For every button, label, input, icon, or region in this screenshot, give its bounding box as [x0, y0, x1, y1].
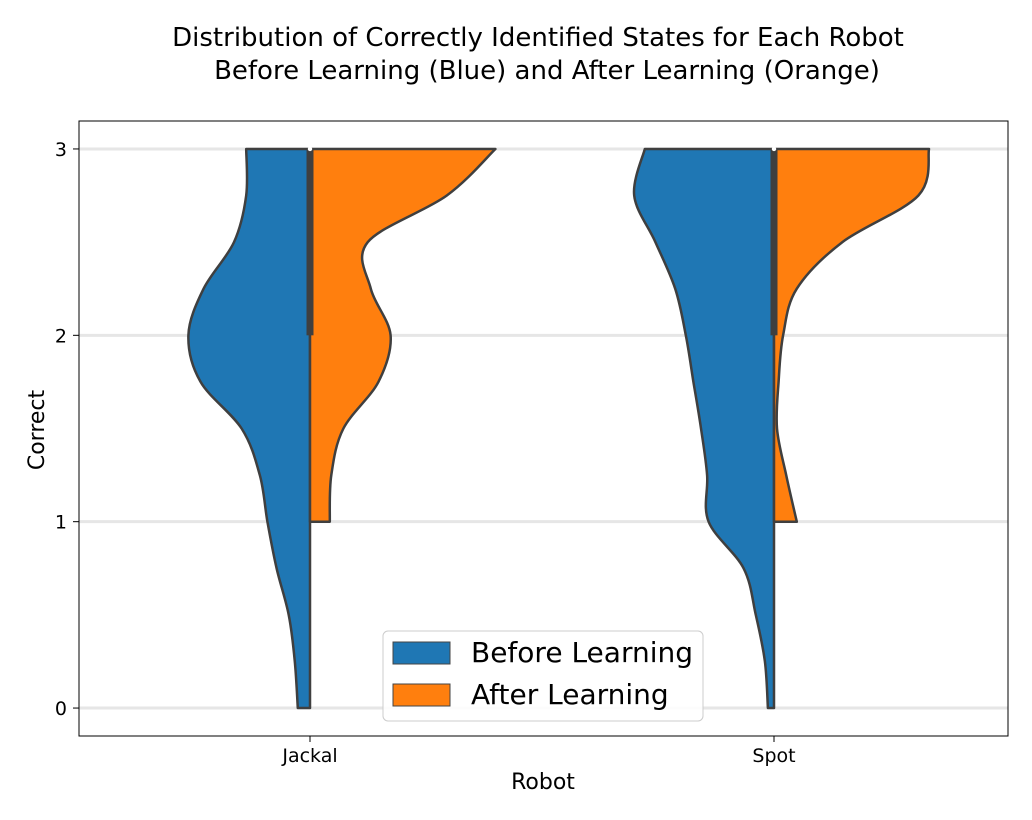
violin-after-learning-jackal — [308, 147, 497, 523]
legend-swatch-after-learning — [392, 683, 451, 707]
median-marker-spot — [771, 146, 777, 152]
legend-label-before-learning: Before Learning — [471, 636, 693, 669]
chart-title-line-2: Before Learning (Blue) and After Learnin… — [214, 56, 880, 86]
chart-title-line-1: Distribution of Correctly Identified Sta… — [172, 23, 904, 53]
y-axis-ticks: 0 1 2 3 — [55, 139, 79, 720]
y-tick-label-2: 2 — [55, 325, 67, 347]
legend-frame — [382, 630, 704, 722]
plot-area-frame — [78, 120, 1009, 737]
y-tick-label-0: 0 — [55, 698, 67, 720]
quartile-box-jackal — [306, 148, 314, 336]
median-marker-jackal — [307, 146, 313, 152]
y-tick-label-1: 1 — [55, 512, 67, 534]
violin-before-learning-jackal — [187, 147, 312, 710]
y-tick-label-3: 3 — [55, 139, 67, 161]
quartile-box-spot — [770, 148, 778, 336]
violin-before-learning-spot — [632, 147, 776, 710]
legend-label-after-learning: After Learning — [471, 678, 669, 711]
violins — [187, 147, 931, 710]
x-tick-label-spot: Spot — [752, 745, 795, 767]
grid-lines — [79, 147, 1008, 710]
legend-swatch-before-learning — [392, 641, 451, 665]
chart-title: Distribution of Correctly Identified Sta… — [172, 23, 904, 86]
quartile-boxes — [306, 146, 778, 336]
x-axis-label: Robot — [511, 770, 575, 795]
legend: Before Learning After Learning — [382, 630, 704, 722]
x-axis-ticks: Jackal Spot — [281, 736, 796, 767]
violin-after-learning-spot — [772, 147, 931, 523]
y-axis-label: Correct — [25, 389, 50, 470]
x-tick-label-jackal: Jackal — [281, 745, 337, 767]
